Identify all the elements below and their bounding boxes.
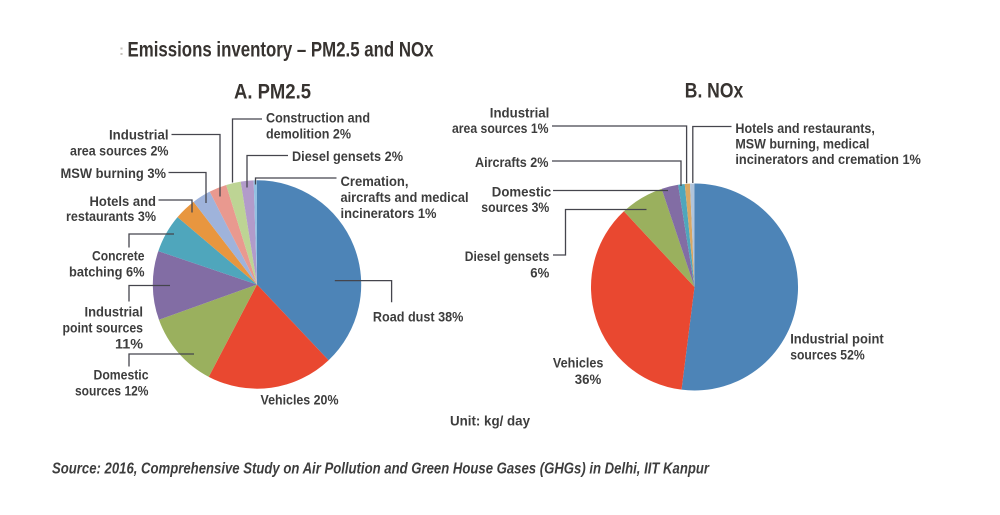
svg-text:B. NOx: B. NOx [685,78,743,102]
svg-text:Hotels and restaurants,: Hotels and restaurants, [735,120,875,136]
svg-text:Vehicles: Vehicles [553,355,604,371]
svg-text:Hotels and: Hotels and [90,193,157,209]
svg-text:Road dust 38%: Road dust 38% [373,308,464,324]
svg-text:sources 12%: sources 12% [75,383,149,399]
svg-text:MSW burning 3%: MSW burning 3% [61,165,167,181]
svg-text::: : [119,42,124,59]
svg-text:11%: 11% [115,336,144,352]
svg-text:Domestic: Domestic [94,367,149,383]
svg-text:Industrial: Industrial [85,304,144,320]
svg-text:sources 52%: sources 52% [790,347,865,363]
svg-text:Construction and: Construction and [266,110,370,126]
svg-text:Industrial: Industrial [109,127,169,143]
svg-text:area sources 1%: area sources 1% [452,120,549,136]
svg-text:incinerators 1%: incinerators 1% [341,205,438,221]
svg-text:6%: 6% [530,265,550,281]
svg-text:sources 3%: sources 3% [481,199,549,215]
svg-text:MSW burning, medical: MSW burning, medical [735,136,869,152]
svg-text:Industrial point: Industrial point [790,331,884,347]
svg-text:Diesel gensets: Diesel gensets [465,248,550,264]
svg-text:A. PM2.5: A. PM2.5 [234,79,311,103]
svg-text:Vehicles 20%: Vehicles 20% [261,392,339,408]
svg-text:restaurants 3%: restaurants 3% [66,208,156,224]
svg-text:Industrial: Industrial [490,104,550,120]
svg-text:Unit: kg/ day: Unit: kg/ day [450,413,530,429]
svg-text:Domestic: Domestic [492,184,552,200]
svg-text:Concrete: Concrete [92,248,145,264]
svg-text:incinerators and cremation 1%: incinerators and cremation 1% [735,151,921,167]
svg-text:aircrafts and medical: aircrafts and medical [341,189,469,205]
svg-text:demolition 2%: demolition 2% [266,126,351,142]
svg-text:Emissions inventory – PM2.5 an: Emissions inventory – PM2.5 and NOx [128,39,434,62]
svg-text:batching 6%: batching 6% [69,264,145,280]
svg-text:point sources: point sources [63,320,144,336]
svg-text:36%: 36% [575,371,602,387]
svg-text:area sources 2%: area sources 2% [70,143,169,159]
svg-text:Diesel gensets 2%: Diesel gensets 2% [292,148,404,164]
svg-text:Cremation,: Cremation, [341,173,409,189]
svg-text:Source: 2016, Comprehensive St: Source: 2016, Comprehensive Study on Air… [52,461,710,478]
svg-text:Aircrafts 2%: Aircrafts 2% [475,154,549,170]
